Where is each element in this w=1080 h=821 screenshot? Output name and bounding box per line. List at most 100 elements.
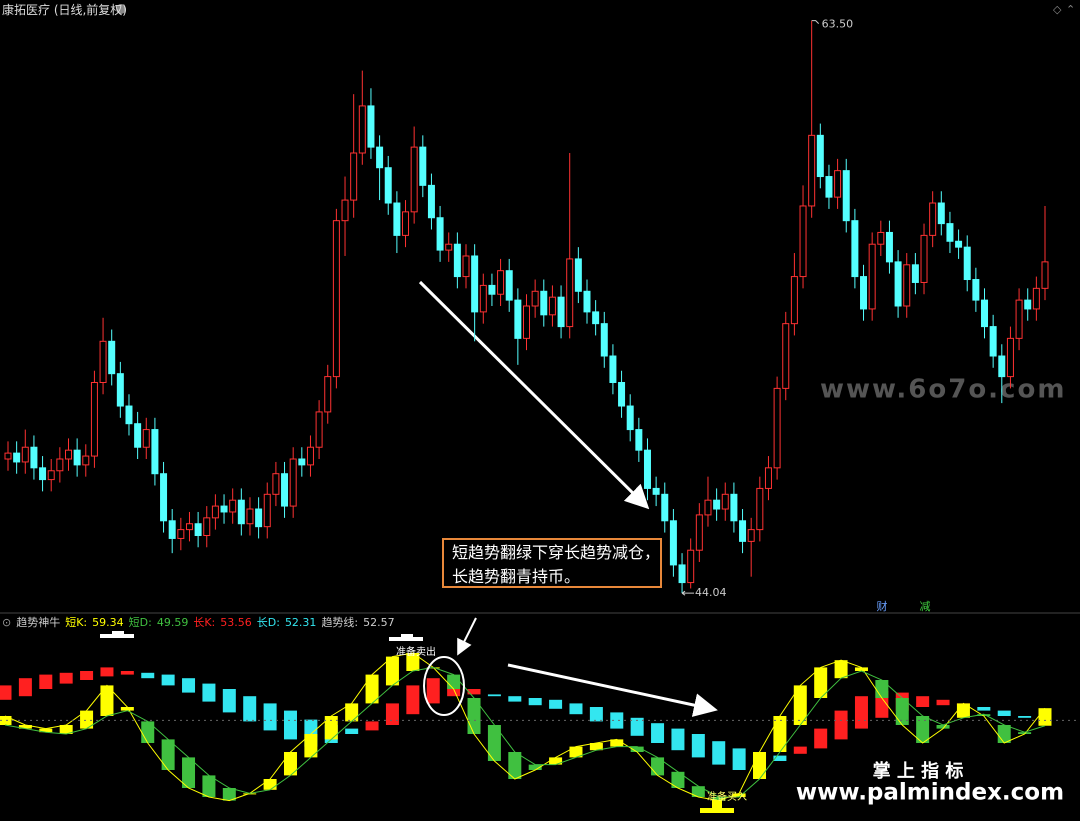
candle-body [618,382,626,407]
candle-body [609,355,617,383]
candle-body [557,296,565,328]
candle-body [548,296,556,316]
candle-body [885,231,893,263]
brand-name: 掌 上 指 标 [873,760,964,782]
candle-body [920,234,928,283]
long-trend-bar [182,678,196,693]
short-trend-bar [712,797,726,801]
candle-body [393,202,401,236]
candle-body [721,493,729,510]
dropdown-icon[interactable] [116,4,126,14]
short-trend-bar [345,703,359,722]
candle-body [436,217,444,251]
short-trend-bar [508,752,522,779]
short-trend-bar [528,764,542,770]
candle-body [211,505,219,519]
legend-label: 短K: [65,616,88,629]
indicator-line [4,666,1046,798]
candle-body [860,276,868,310]
long-trend-bar [385,703,399,725]
signal: 减 [920,600,931,613]
legend-label: 短D: [128,616,152,629]
candle-body [626,405,634,431]
candle-body [687,549,695,584]
short-trend-bar [59,725,73,734]
long-trend-bar [18,678,32,697]
short-trend-bar [814,667,828,698]
candle-body [272,473,280,495]
long-trend-bar [732,748,746,770]
signal: 准备买入 [707,790,747,803]
candle-body [825,176,833,198]
short-trend-bar [773,716,787,752]
short-trend-bar [610,739,624,747]
short-trend-bar [304,734,318,758]
candle-body [168,520,176,539]
candle-body [125,405,133,425]
short-trend-bar [1038,708,1052,726]
short-trend-bar [854,667,868,671]
candle-body [47,470,55,481]
candle-body [695,514,703,551]
candle-body [358,105,366,154]
candle-body [540,290,548,316]
candle-body [1032,287,1040,310]
long-trend-bar [936,699,950,706]
candle-body [479,284,487,313]
candle-body [73,449,81,466]
short-trend-bar [956,703,970,718]
highlight-circle [423,656,465,716]
marker [712,800,722,808]
long-trend-bar [1018,716,1032,718]
marker [401,634,413,637]
candle-body [82,455,90,466]
chart-title: 康拓医疗 (日线,前复权) [2,3,127,17]
candle-body [903,264,911,307]
short-trend-bar [406,653,420,671]
short-trend-bar [977,714,991,716]
short-trend-bar [120,707,134,711]
long-trend-bar [345,728,359,734]
candle-body [246,508,254,525]
candle-body [566,258,574,328]
long-trend-bar [263,703,277,731]
candle-body [306,446,314,466]
long-trend-bar [283,710,297,740]
candle-body [1024,299,1032,310]
icon[interactable]: ◇ [1053,3,1062,16]
short-trend-bar [222,788,236,801]
long-trend-bar [100,667,114,677]
signal: 准备卖出 [396,645,436,658]
signal: 财 [877,599,888,613]
long-trend-bar [59,672,73,684]
candle-body [868,243,876,310]
long-trend-bar [651,723,665,743]
short-trend-bar [324,716,338,740]
long-trend-bar [80,671,94,680]
candle-body [255,508,263,528]
candle-body [730,493,738,522]
candle-body [600,323,608,357]
arrow [507,663,718,717]
short-trend-bar [671,771,685,788]
candle-body [972,279,980,301]
legend-icon[interactable]: ⊙ [2,615,12,629]
short-trend-bar [875,680,889,698]
candle-body [185,523,193,531]
long-trend-bar [773,755,787,761]
short-trend-bar [630,746,644,752]
candle-body [747,529,755,542]
short-trend-bar [936,725,950,729]
short-trend-bar [793,685,807,725]
short-trend-bar [1018,732,1032,734]
short-trend-bar [691,786,705,797]
short-trend-bar [732,793,746,797]
candle-body [851,220,859,278]
short-trend-bar [895,698,909,725]
icon[interactable]: ⌃ [1066,3,1075,16]
marker [100,634,134,638]
candle-body [1015,299,1023,339]
candle-body [384,167,392,204]
short-trend-bar [834,660,848,679]
long-trend-bar [202,683,216,702]
